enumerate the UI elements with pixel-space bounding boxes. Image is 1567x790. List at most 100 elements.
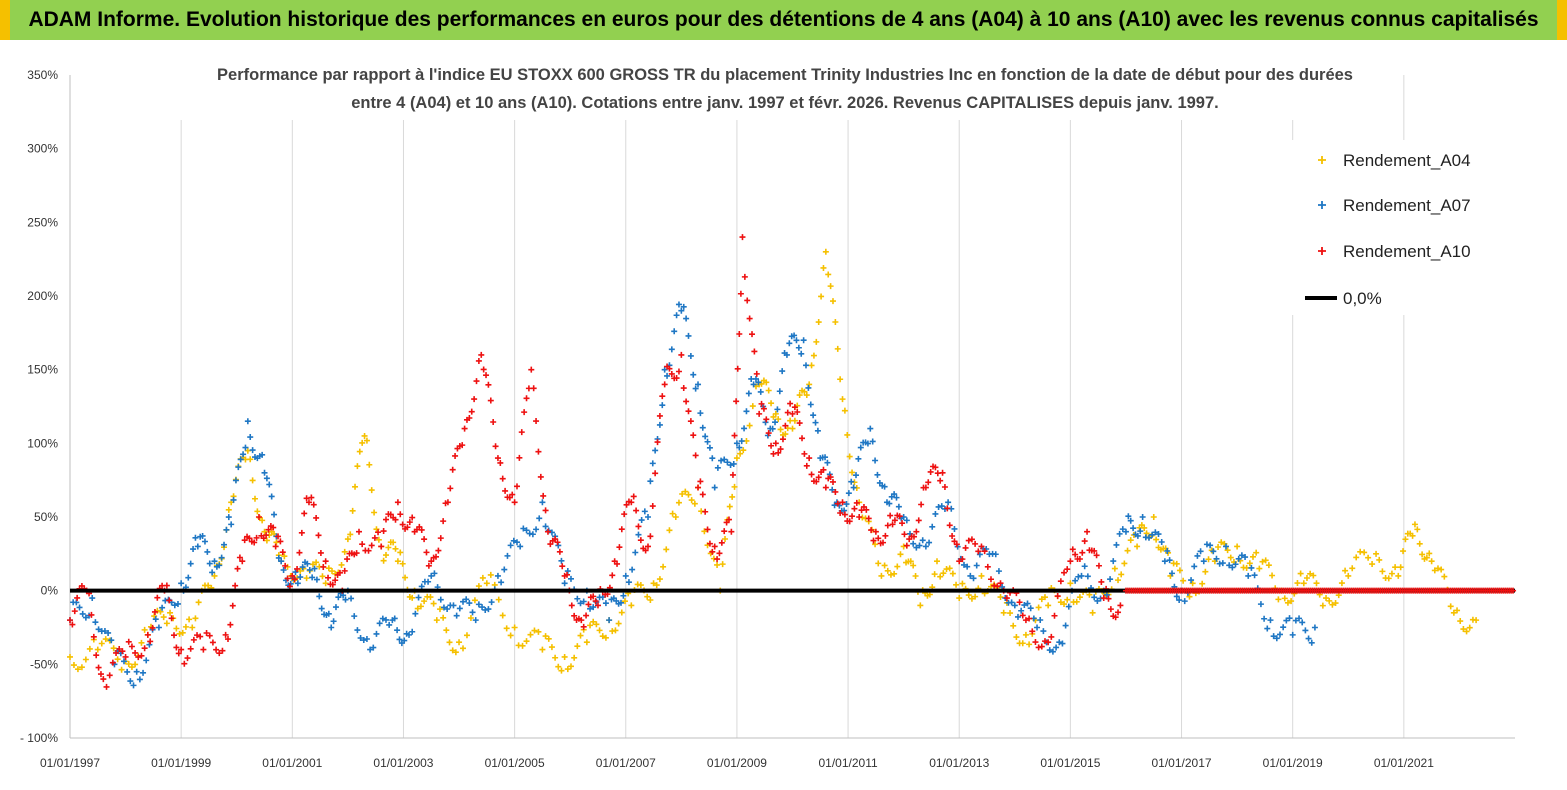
point-rendement-a07-interp: [602, 600, 609, 607]
point-rendement-a10-interp: [132, 649, 139, 656]
point-rendement-a10: [872, 528, 879, 535]
point-rendement-a04-interp: [380, 557, 387, 564]
point-rendement-a10-interp: [518, 429, 525, 436]
point-rendement-a07-interp: [209, 569, 216, 576]
point-rendement-a04-interp: [987, 583, 994, 590]
point-rendement-a07-interp: [992, 551, 999, 558]
x-tick-label: 01/01/2013: [929, 756, 989, 770]
point-rendement-a07-interp: [409, 628, 416, 635]
point-rendement-a07-interp: [101, 628, 108, 635]
point-rendement-a07: [1200, 558, 1207, 565]
point-rendement-a04-interp: [402, 574, 409, 581]
point-rendement-a10-interp: [437, 535, 444, 542]
point-rendement-a10-interp: [315, 532, 322, 539]
point-rendement-a10-interp: [729, 471, 736, 478]
point-rendement-a07-interp: [313, 576, 320, 583]
point-rendement-a10-interp: [516, 454, 523, 461]
point-rendement-a10-interp: [630, 493, 637, 500]
point-rendement-a10-interp: [758, 400, 765, 407]
point-rendement-a07: [1139, 514, 1146, 520]
point-rendement-a10-interp: [286, 583, 293, 590]
point-rendement-a10: [1067, 558, 1074, 565]
point-rendement-a04-interp: [1349, 565, 1356, 572]
point-rendement-a07-interp: [1116, 530, 1123, 537]
point-rendement-a10-interp: [97, 671, 104, 678]
point-rendement-a07-interp: [853, 472, 860, 479]
point-rendement-a10-interp: [559, 563, 566, 570]
point-rendement-a04: [361, 432, 368, 439]
point-rendement-a07-interp: [415, 594, 422, 601]
point-rendement-a04: [672, 514, 679, 520]
point-rendement-a07-interp: [874, 471, 881, 478]
point-rendement-a10-interp: [571, 612, 578, 619]
point-rendement-a04-interp: [251, 495, 258, 502]
point-rendement-a04-interp: [1353, 554, 1360, 561]
legend-label: 0,0%: [1343, 289, 1382, 308]
point-rendement-a10-interp: [863, 506, 870, 513]
point-rendement-a04-interp: [102, 636, 109, 643]
x-tick-label: 01/01/2009: [707, 756, 767, 770]
point-rendement-a07-interp: [1072, 577, 1079, 584]
point-rendement-a10-interp: [1093, 552, 1100, 559]
point-rendement-a07-interp: [567, 575, 574, 582]
point-rendement-a07: [1245, 572, 1252, 579]
point-rendement-a04-interp: [98, 640, 105, 647]
point-rendement-a04-interp: [1227, 554, 1234, 561]
point-rendement-a07: [1056, 639, 1063, 646]
point-rendement-a07-interp: [1169, 570, 1176, 577]
point-rendement-a10-interp: [310, 501, 317, 508]
point-rendement-a04: [956, 595, 963, 602]
point-rendement-a04-interp: [371, 509, 378, 516]
point-rendement-a10-interp: [1079, 549, 1086, 556]
point-rendement-a10-interp: [633, 507, 640, 514]
point-rendement-a04: [561, 653, 568, 660]
point-rendement-a10-interp: [851, 505, 858, 512]
point-rendement-a04-interp: [354, 463, 361, 470]
point-rendement-a04-interp: [1057, 599, 1064, 606]
point-rendement-a04-interp: [815, 319, 822, 326]
point-rendement-a07-interp: [935, 503, 942, 510]
point-rendement-a10-interp: [583, 612, 590, 619]
x-tick-label: 01/01/1999: [151, 756, 211, 770]
point-rendement-a10: [806, 455, 813, 462]
y-tick-label: 150%: [27, 363, 58, 377]
point-rendement-a04-interp: [1385, 575, 1392, 582]
point-rendement-a04-interp: [777, 426, 784, 433]
point-rendement-a04-interp: [163, 620, 170, 627]
point-rendement-a10-interp: [275, 533, 282, 540]
point-rendement-a04-interp: [1205, 556, 1212, 563]
point-rendement-a10: [1084, 528, 1091, 535]
point-rendement-a04-interp: [722, 536, 729, 543]
point-rendement-a07-interp: [1137, 528, 1144, 535]
point-rendement-a07-interp: [1149, 531, 1156, 538]
point-rendement-a10-interp: [965, 537, 972, 544]
point-rendement-a04-interp: [1202, 568, 1209, 575]
point-rendement-a04-interp: [587, 622, 594, 629]
point-rendement-a10-interp: [791, 404, 798, 411]
point-rendement-a07-interp: [683, 315, 690, 322]
point-rendement-a07-interp: [1283, 617, 1290, 624]
point-rendement-a04-interp: [1402, 536, 1409, 543]
point-rendement-a10-interp: [1112, 614, 1119, 621]
point-rendement-a04: [1323, 595, 1330, 602]
legend-label: Rendement_A04: [1343, 151, 1471, 170]
point-rendement-a10-interp: [706, 540, 713, 547]
point-rendement-a10-interp: [868, 527, 875, 534]
point-rendement-a07-interp: [774, 406, 781, 413]
point-rendement-a07-interp: [403, 630, 410, 637]
point-rendement-a04-interp: [182, 623, 189, 630]
point-rendement-a04-interp: [1259, 558, 1266, 565]
point-rendement-a10-interp: [765, 430, 772, 437]
point-rendement-a10: [856, 514, 863, 520]
point-rendement-a10-interp: [523, 395, 530, 402]
point-rendement-a04-interp: [173, 625, 180, 632]
point-rendement-a04-interp: [338, 561, 345, 568]
point-rendement-a07-interp: [376, 620, 383, 627]
point-rendement-a10-interp: [540, 492, 547, 499]
point-rendement-a07-interp: [673, 312, 680, 319]
point-rendement-a04-interp: [844, 431, 851, 438]
chart-legend: Rendement_A04 Rendement_A07 Rendement_A10 0…: [1290, 140, 1500, 315]
point-rendement-a07: [945, 499, 952, 506]
point-rendement-a10-interp: [568, 602, 575, 609]
point-rendement-a07-interp: [929, 523, 936, 530]
